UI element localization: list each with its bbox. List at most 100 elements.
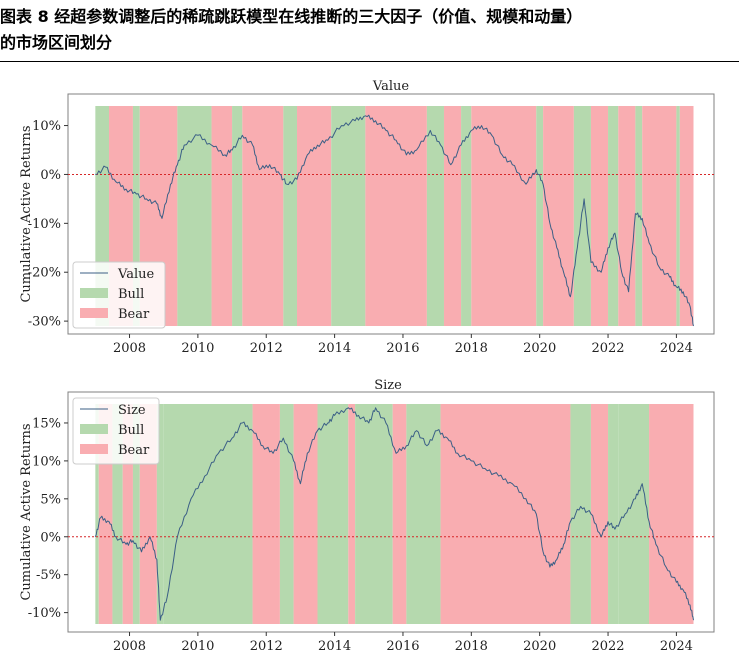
size-ytick-label: 10%	[32, 454, 61, 469]
value-regime-layer	[95, 106, 694, 326]
value-regime-band-bear	[297, 106, 332, 326]
size-regime-band-bear	[293, 404, 318, 624]
value-regime-band-bear	[242, 106, 284, 326]
value-regime-band-bear	[443, 106, 462, 326]
value-xtick-label: 2024	[660, 341, 693, 356]
size-regime-band-bear	[590, 404, 609, 624]
value-regime-band-bear	[679, 106, 694, 326]
value-regime-band-bull	[608, 106, 619, 326]
size-legend-bull-swatch	[80, 424, 108, 434]
value-yticks-layer: 10% 0% -10% -20% -30%	[28, 119, 68, 330]
size-regime-band-bear	[392, 404, 407, 624]
value-xtick-label: 2010	[181, 341, 214, 356]
value-xticks-layer: 2008 2010 2012 2014 2016 2018 2020 2022 2024	[113, 334, 693, 356]
size-xtick-label: 2012	[250, 639, 283, 654]
value-regime-band-bull	[132, 106, 140, 326]
value-xtick-label: 2018	[455, 341, 488, 356]
value-regime-band-bear	[618, 106, 636, 326]
value-legend: Value Bull Bear	[72, 261, 166, 329]
value-regime-band-bull	[177, 106, 212, 326]
value-regime-band-bull	[426, 106, 444, 326]
size-ytick-label: -5%	[36, 568, 61, 583]
size-chart-title: Size	[374, 378, 402, 393]
size-legend-label-bull: Bull	[118, 423, 144, 438]
size-legend-label-bear: Bear	[118, 443, 150, 458]
size-xtick-label: 2010	[181, 639, 214, 654]
value-ytick-label: 10%	[32, 119, 61, 134]
size-xtick-label: 2016	[386, 639, 419, 654]
size-legend: Size Bull Bear	[72, 397, 160, 465]
value-series-line	[95, 114, 694, 327]
value-regime-band-bull	[283, 106, 298, 326]
size-regime-band-bear	[122, 404, 133, 624]
value-xtick-label: 2014	[318, 341, 351, 356]
size-xtick-label: 2020	[523, 639, 556, 654]
value-legend-bear-swatch	[80, 308, 108, 318]
figure-caption: 图表 8 经超参数调整后的稀疏跳跃模型在线推断的三大因子（价值、规模和动量） 的…	[0, 4, 739, 56]
size-regime-band-bull	[608, 404, 619, 624]
value-xtick-label: 2022	[591, 341, 624, 356]
size-xtick-label: 2014	[318, 639, 351, 654]
value-xtick-label: 2008	[113, 341, 146, 356]
size-regime-band-bull	[618, 404, 650, 624]
size-xtick-label: 2024	[660, 639, 693, 654]
value-regime-band-bull	[232, 106, 243, 326]
size-regime-band-bull	[112, 404, 123, 624]
size-ytick-label: 15%	[32, 416, 61, 431]
size-legend-label-series: Size	[118, 403, 146, 418]
value-ytick-label: -10%	[28, 217, 61, 232]
size-regime-band-bull	[95, 404, 99, 624]
value-legend-label-series: Value	[117, 267, 154, 282]
figure-caption-line1: 图表 8 经超参数调整后的稀疏跳跃模型在线推断的三大因子（价值、规模和动量）	[0, 7, 583, 26]
value-xtick-label: 2012	[250, 341, 283, 356]
value-ytick-label: 0%	[40, 168, 61, 183]
caption-rule	[0, 61, 739, 62]
size-xticks-layer: 2008 2010 2012 2014 2016 2018 2020 2022 2024	[113, 632, 693, 654]
size-ylabel: Cumulative Active Returns	[19, 423, 34, 600]
value-regime-band-bear	[365, 106, 427, 326]
figure-caption-line2: 的市场区间划分	[0, 33, 113, 52]
size-ytick-label: 0%	[40, 530, 61, 545]
value-regime-band-bull	[573, 106, 591, 326]
value-regime-band-bull	[331, 106, 366, 326]
value-regime-band-bull	[461, 106, 472, 326]
size-regime-band-bull	[406, 404, 441, 624]
size-regime-band-bull	[317, 404, 349, 624]
size-yticks-layer: 15% 10% 5% 0% -5% -10%	[28, 416, 68, 621]
size-regime-layer	[95, 404, 694, 624]
value-regime-band-bear	[642, 106, 677, 326]
value-ytick-label: -20%	[28, 266, 61, 281]
size-regime-band-bear	[252, 404, 280, 624]
value-regime-band-bear	[471, 106, 537, 326]
value-regime-band-bear	[211, 106, 233, 326]
size-regime-band-bull	[279, 404, 294, 624]
value-regime-band-bear	[590, 106, 609, 326]
size-legend-bear-swatch	[80, 444, 108, 454]
size-series-layer	[94, 407, 694, 621]
size-regime-band-bear	[649, 404, 694, 624]
value-legend-label-bear: Bear	[118, 307, 150, 322]
size-regime-band-bull	[355, 404, 393, 624]
size-regime-band-bear	[440, 404, 571, 624]
size-ytick-label: 5%	[40, 492, 61, 507]
value-chart: 10% 0% -10% -20% -30% 2008 2010 2012 2014 2016 20…	[19, 79, 715, 356]
value-chart-title: Value	[372, 79, 409, 94]
value-legend-bull-swatch	[80, 288, 108, 298]
size-xtick-label: 2008	[113, 639, 146, 654]
value-series-layer	[95, 114, 694, 327]
size-regime-band-bull	[163, 404, 253, 624]
value-ylabel: Cumulative Active Returns	[19, 125, 34, 302]
size-chart: 15%10%5%0%-5%-10% 2008 2010 2012 2014 2016 20…	[19, 378, 715, 654]
value-xtick-label: 2016	[386, 341, 419, 356]
size-series-line	[94, 407, 694, 621]
value-legend-label-bull: Bull	[118, 287, 144, 302]
size-regime-band-bull	[570, 404, 591, 624]
size-xtick-label: 2018	[455, 639, 488, 654]
value-ytick-label: -30%	[28, 315, 61, 330]
value-regime-band-bull	[536, 106, 544, 326]
size-regime-band-bull	[156, 404, 164, 624]
size-xtick-label: 2022	[591, 639, 624, 654]
size-regime-band-bull	[132, 404, 140, 624]
size-regime-band-bear	[348, 404, 356, 624]
size-ytick-label: -10%	[28, 606, 61, 621]
